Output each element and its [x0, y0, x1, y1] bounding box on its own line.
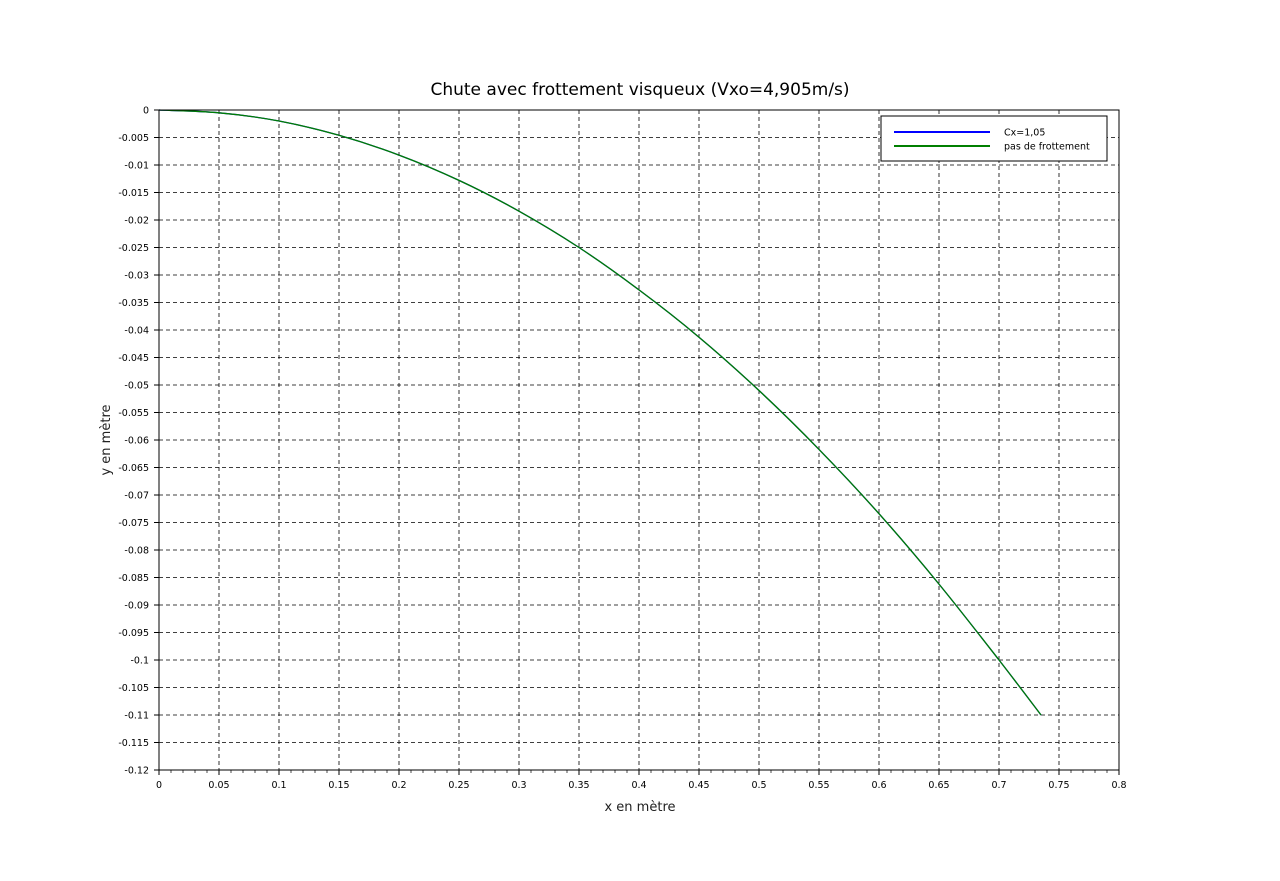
x-tick-label: 0.2	[391, 780, 406, 791]
x-tick-label: 0.4	[631, 780, 646, 791]
x-tick-label: 0.7	[991, 780, 1006, 791]
y-tick-label: -0.035	[118, 298, 149, 309]
series-line-no-friction	[158, 109, 1042, 716]
y-tick-label: -0.03	[124, 271, 149, 282]
y-tick-label: -0.055	[118, 408, 149, 419]
y-tick-label: -0.115	[118, 738, 149, 749]
y-tick-label: -0.105	[118, 683, 149, 694]
x-tick-label: 0.55	[808, 780, 829, 791]
y-tick-label: -0.085	[118, 573, 149, 584]
y-tick-label: -0.075	[118, 518, 149, 529]
y-axis-label: y en mètre	[99, 404, 114, 475]
y-tick-label: -0.07	[124, 491, 149, 502]
y-tick-label: -0.095	[118, 628, 149, 639]
y-tick-label: -0.09	[124, 601, 149, 612]
y-tick-label: -0.11	[124, 711, 149, 722]
y-tick-label: -0.06	[124, 436, 149, 447]
x-tick-label: 0.35	[568, 780, 589, 791]
legend-label: Cx=1,05	[1004, 128, 1045, 139]
x-axis-label: x en mètre	[604, 800, 675, 815]
axis-ticks: 0 0.05 0.1 0.15 0.2 0.25 0.3 0.35 0.4 0.45 0.5 0.55…	[118, 106, 1126, 792]
legend-box	[880, 115, 1108, 162]
plot-frame	[158, 109, 1120, 771]
legend: Cx=1,05 pas de frottement	[880, 115, 1108, 162]
y-tick-label: -0.025	[118, 243, 149, 254]
x-tick-label: 0.1	[271, 780, 286, 791]
x-tick-label: 0.05	[208, 780, 229, 791]
x-tick-label: 0.15	[328, 780, 349, 791]
x-tick-label: 0.6	[871, 780, 886, 791]
chart-title: Chute avec frottement visqueux (Vxo=4,90…	[430, 80, 849, 100]
y-tick-label: -0.015	[118, 188, 149, 199]
x-tick-label: 0.8	[1111, 780, 1126, 791]
y-tick-label: -0.08	[124, 546, 149, 557]
x-tick-label: 0.45	[688, 780, 709, 791]
y-tick-label: -0.045	[118, 353, 149, 364]
x-tick-label: 0.25	[448, 780, 469, 791]
y-tick-label: -0.02	[124, 216, 149, 227]
x-tick-label: 0.5	[751, 780, 766, 791]
y-tick-label: -0.05	[124, 381, 149, 392]
x-tick-label: 0.65	[928, 780, 949, 791]
legend-label: pas de frottement	[1004, 142, 1090, 153]
y-tick-label: -0.12	[124, 766, 149, 777]
y-tick-label: -0.1	[130, 656, 149, 667]
x-tick-label: 0.75	[1048, 780, 1069, 791]
y-tick-label: -0.04	[124, 326, 149, 337]
y-tick-label: 0	[143, 106, 149, 117]
grid	[159, 110, 1119, 770]
y-tick-label: -0.01	[124, 161, 149, 172]
x-tick-label: 0.3	[511, 780, 526, 791]
plot-lines	[158, 109, 1042, 716]
x-tick-label: 0	[156, 780, 162, 791]
y-tick-label: -0.065	[118, 463, 149, 474]
y-tick-label: -0.005	[118, 133, 149, 144]
